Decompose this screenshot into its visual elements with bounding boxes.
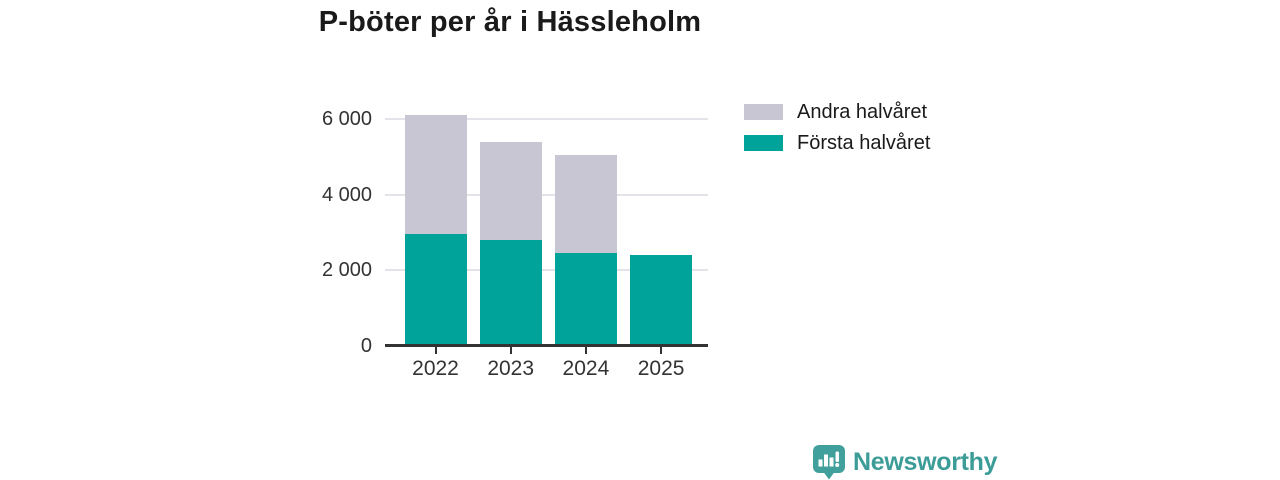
newsworthy-bubble-barchart-icon [813, 445, 845, 480]
y-axis-tick-label: 6 000 [321, 108, 372, 130]
x-axis-tick [660, 347, 663, 354]
newsworthy-wordmark: Newsworthy [853, 447, 998, 476]
bar-segment-2022-f-rsta-halv-ret [404, 234, 467, 346]
bar-segment-2022-andra-halv-ret [404, 115, 467, 235]
legend-label-andra-halvaret: Andra halvåret [797, 101, 928, 123]
bar-segment-2023-f-rsta-halv-ret [479, 239, 542, 346]
legend-label-forsta-halvaret: Första halvåret [797, 132, 931, 154]
y-axis-tick-label: 4 000 [321, 183, 372, 206]
legend-swatch-andra-halvaret [744, 104, 783, 120]
x-axis-tick [509, 347, 512, 354]
bar-segment-2024-andra-halv-ret [554, 154, 617, 253]
gridline-4000 [385, 193, 708, 196]
newsworthy-branding[interactable]: Newsworthy [812, 444, 998, 480]
legend-swatch-forsta-halvaret [744, 135, 783, 151]
bar-segment-2024-f-rsta-halv-ret [554, 253, 617, 346]
y-axis-tick-label: 2 000 [321, 259, 372, 281]
x-axis-label-2022: 2022 [412, 357, 459, 380]
x-axis-tick [434, 347, 437, 354]
y-axis-tick-label: 0 [360, 334, 372, 357]
x-axis-label-2025: 2025 [637, 357, 685, 380]
x-axis-label-2023: 2023 [487, 357, 535, 380]
bar-segment-2025-f-rsta-halv-ret [630, 254, 693, 346]
bar-segment-2023-andra-halv-ret [479, 141, 542, 240]
chart-title: P-böter per år i Hässleholm [318, 6, 702, 38]
gridline-2000 [385, 269, 708, 271]
gridline-6000 [385, 118, 708, 120]
x-axis-tick [584, 347, 587, 354]
x-axis-label-2024: 2024 [562, 357, 610, 380]
x-axis-line [385, 344, 708, 347]
